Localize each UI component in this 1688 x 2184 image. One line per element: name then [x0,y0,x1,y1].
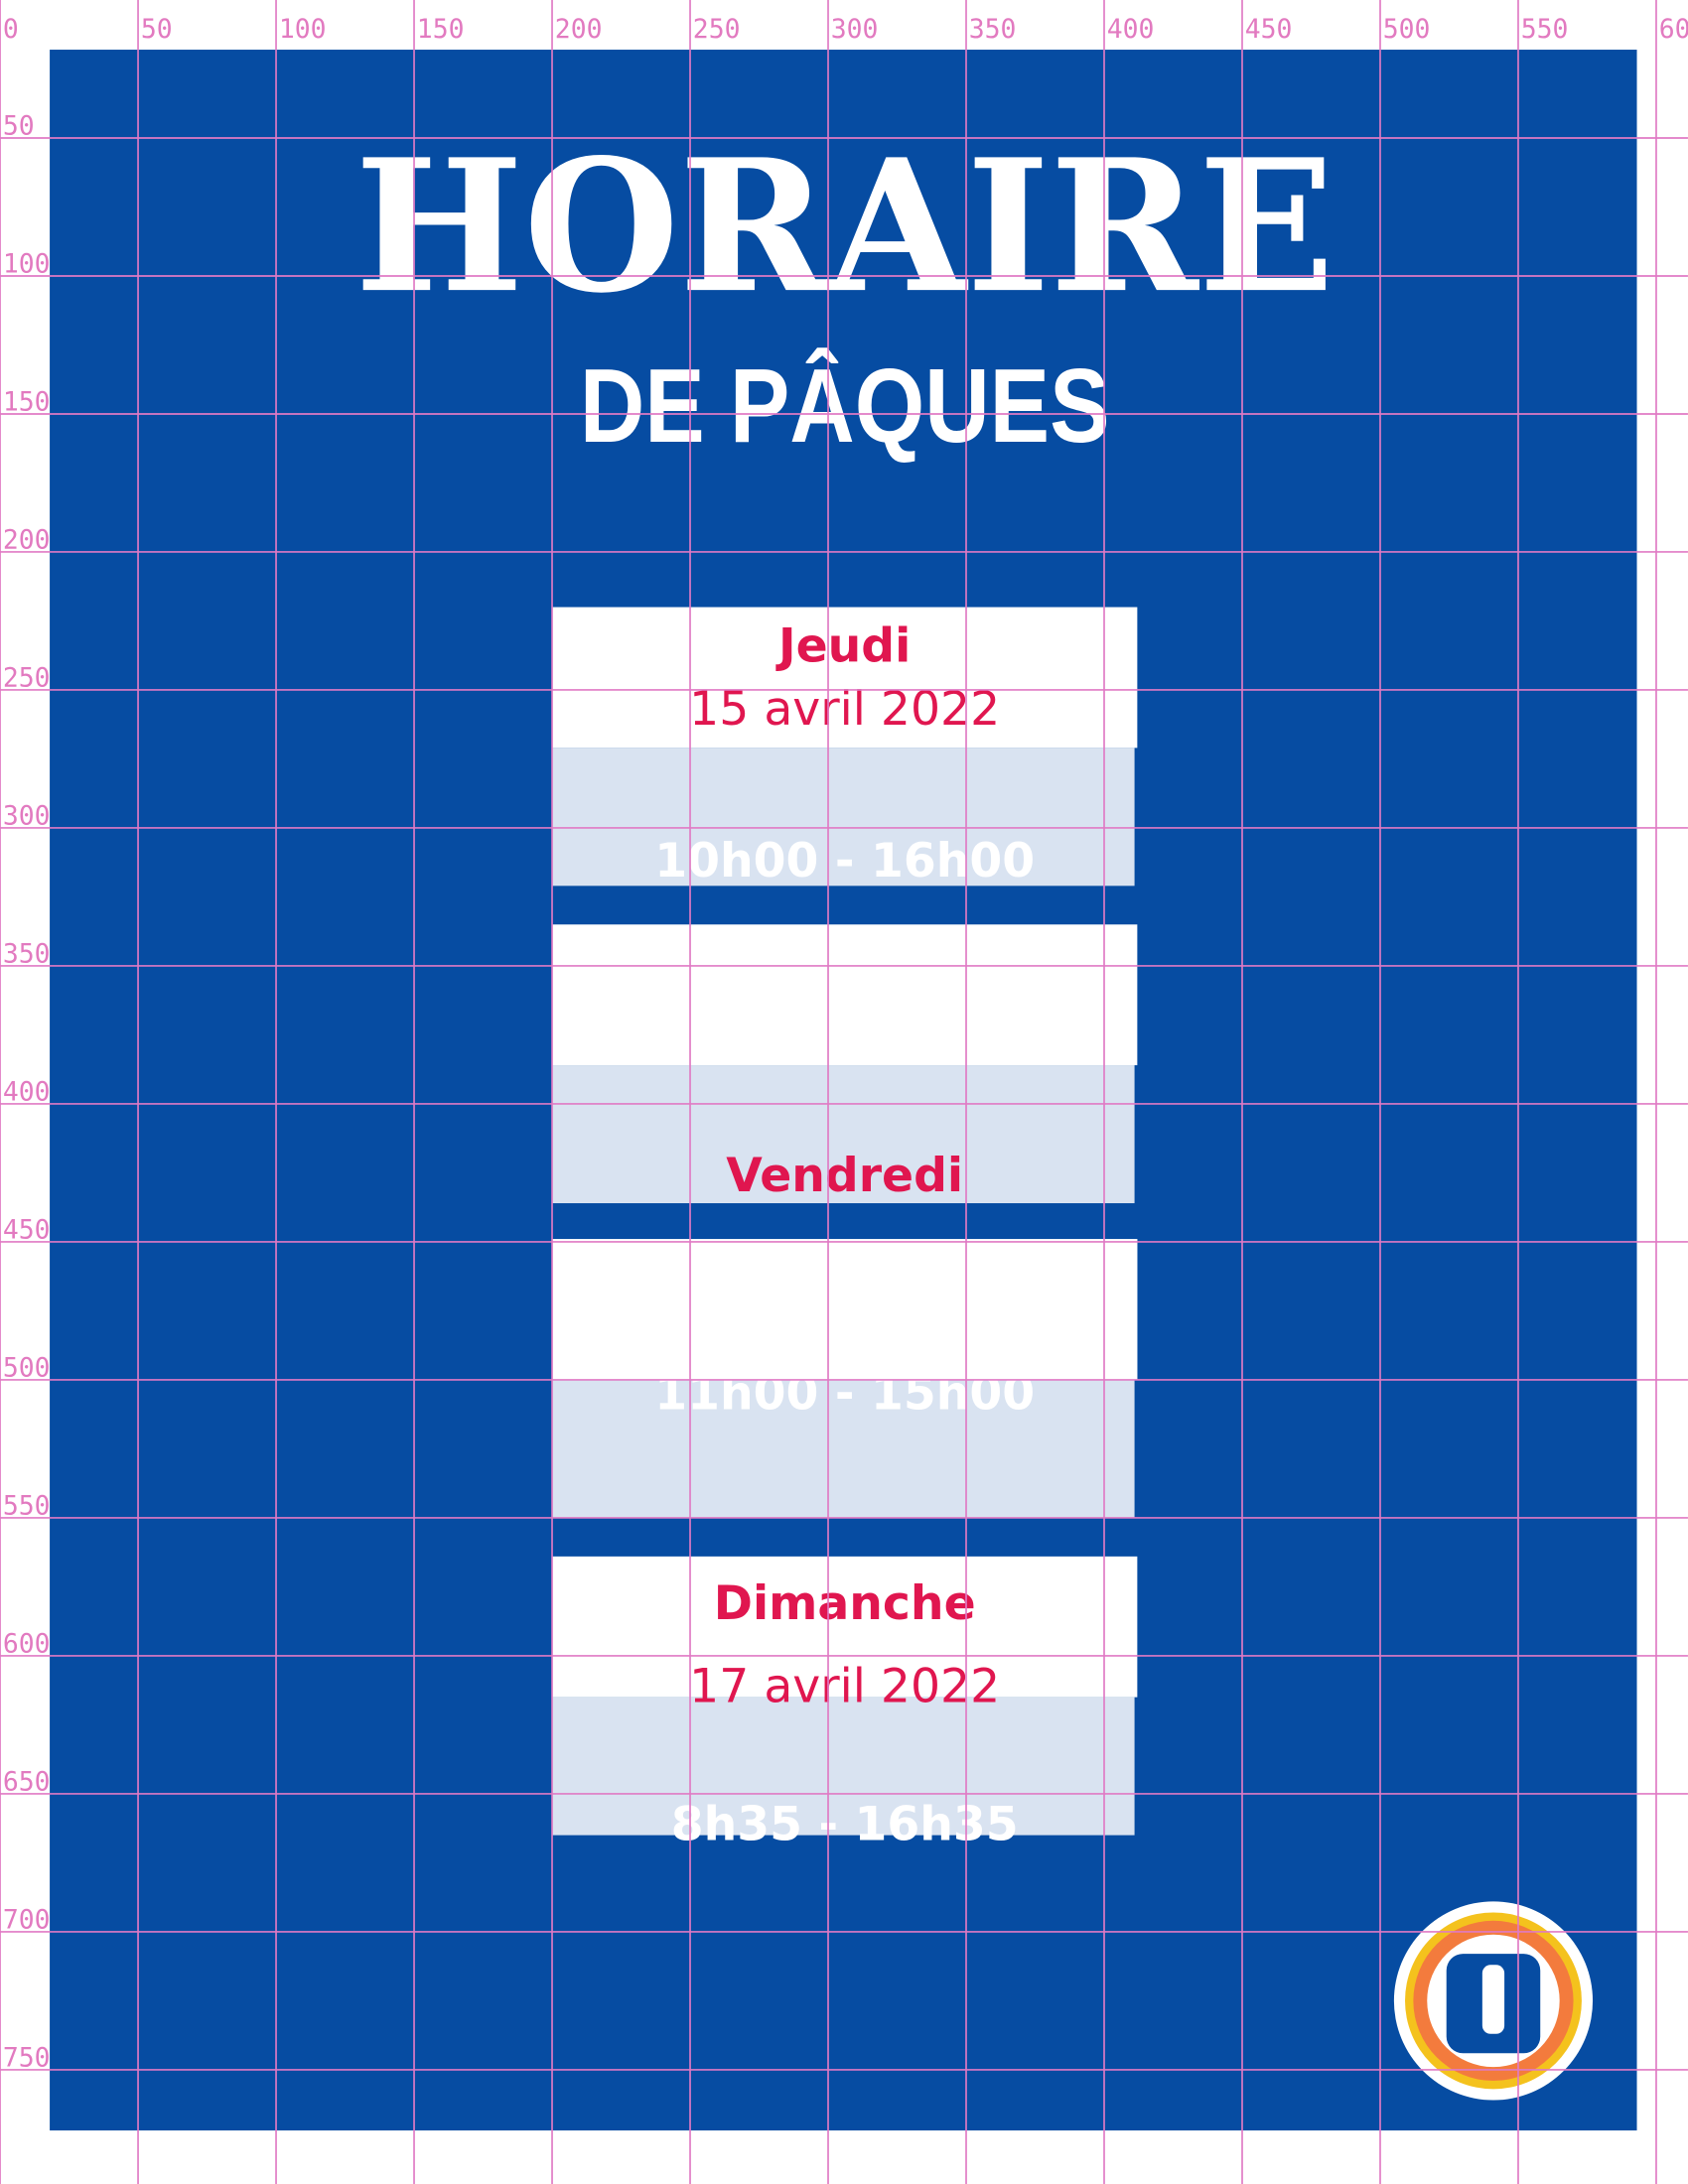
ruler-y-label: 400 [3,1076,51,1107]
ruler-x-label: 150 [417,14,465,45]
card-white [552,924,1138,1066]
day-name: Jeudi [775,618,911,673]
ruler-x-label: 500 [1383,14,1431,45]
ruler-x-label: 450 [1245,14,1293,45]
ruler-x-label: 100 [279,14,327,45]
ruler-y-label: 300 [3,800,51,831]
card-white [552,1239,1138,1380]
ruler-y-label: 200 [3,524,51,555]
ruler-y-label: 750 [3,2042,51,2073]
title: HORAIRE [354,120,1335,334]
logo [1393,1901,1594,2101]
card-light [552,748,1135,887]
card-light [552,1697,1135,1836]
ruler-x-label: 0 [3,14,19,45]
ruler-y-label: 550 [3,1490,51,1521]
day-date: 15 avril 2022 [689,682,1000,737]
ruler-y-label: 650 [3,1766,51,1797]
ruler-x-label: 600 [1659,14,1688,45]
ruler-x-label: 200 [555,14,603,45]
subtitle: DE PÂQUES [580,346,1110,465]
day-hours: 8h35 - 16h35 [671,1797,1019,1851]
day-hours: 10h00 - 16h00 [654,834,1035,888]
ruler-x-label: 300 [831,14,879,45]
ruler-y-label: 50 [3,110,35,141]
ruler-x-label: 350 [969,14,1017,45]
ruler-x-label: 400 [1107,14,1155,45]
day-name: Vendredi [726,1149,963,1203]
card-white [552,1556,1138,1698]
ruler-y-label: 700 [3,1904,51,1935]
ruler-y-label: 150 [3,386,51,417]
card-light [552,1065,1135,1204]
ruler-y-label: 100 [3,248,51,279]
ruler-y-label: 250 [3,662,51,693]
ruler-x-label: 250 [693,14,741,45]
ruler-y-label: 450 [3,1214,51,1245]
card-white [552,607,1138,749]
ruler-y-label: 350 [3,938,51,969]
card-light [552,1379,1135,1518]
schedule-texts: Jeudi 15 avril 2022 10h00 - 16h00 Vendredi 1… [552,618,1138,1851]
ruler-y-label: 500 [3,1352,51,1383]
day-name: Dimanche [714,1576,976,1631]
ruler-y-label: 600 [3,1628,51,1659]
ruler-x-label: 550 [1521,14,1569,45]
day-date: 17 avril 2022 [689,1659,1000,1713]
ruler-x-label: 50 [141,14,173,45]
